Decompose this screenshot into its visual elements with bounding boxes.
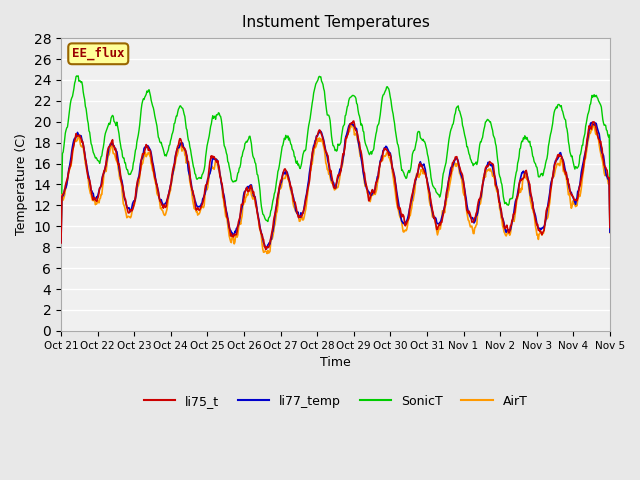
Title: Instument Temperatures: Instument Temperatures (241, 15, 429, 30)
Text: EE_flux: EE_flux (72, 47, 125, 60)
Legend: li75_t, li77_temp, SonicT, AirT: li75_t, li77_temp, SonicT, AirT (138, 390, 532, 413)
Y-axis label: Temperature (C): Temperature (C) (15, 133, 28, 235)
X-axis label: Time: Time (320, 356, 351, 369)
